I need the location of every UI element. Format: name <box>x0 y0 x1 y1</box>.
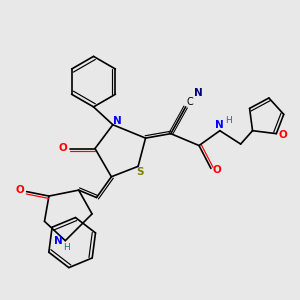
Text: H: H <box>225 116 232 125</box>
Text: H: H <box>63 243 70 252</box>
Text: C: C <box>187 97 194 106</box>
Text: O: O <box>16 185 25 195</box>
Text: O: O <box>278 130 287 140</box>
Text: O: O <box>59 143 68 153</box>
Text: N: N <box>215 120 224 130</box>
Text: N: N <box>194 88 203 98</box>
Text: N: N <box>54 236 63 246</box>
Text: O: O <box>212 165 221 175</box>
Text: S: S <box>136 167 143 177</box>
Text: N: N <box>113 116 122 126</box>
